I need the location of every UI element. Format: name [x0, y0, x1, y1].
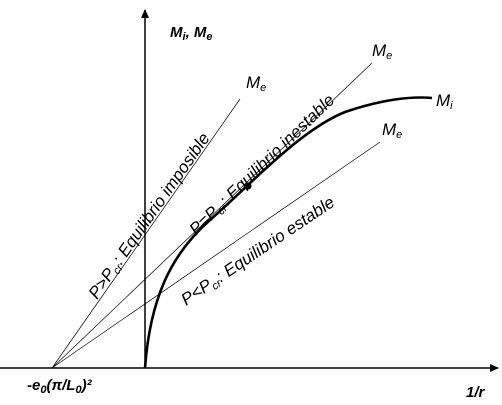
me-line-shallow	[51, 141, 381, 369]
me-line-steep	[51, 98, 241, 369]
y-axis-label: Mi, Me	[170, 24, 213, 43]
mi-curve	[143, 96, 433, 369]
me-tangent-label: Me	[372, 41, 392, 62]
me-steep-label: Me	[246, 73, 266, 94]
x-axis-label: 1/r	[466, 384, 486, 401]
origin-label: -e0(π/L0)²	[27, 377, 93, 396]
me-line-tangent	[51, 62, 373, 369]
tangent-point	[244, 182, 252, 190]
mi-curve-label: Mi	[436, 91, 453, 112]
me-shallow-label: Me	[382, 120, 402, 141]
